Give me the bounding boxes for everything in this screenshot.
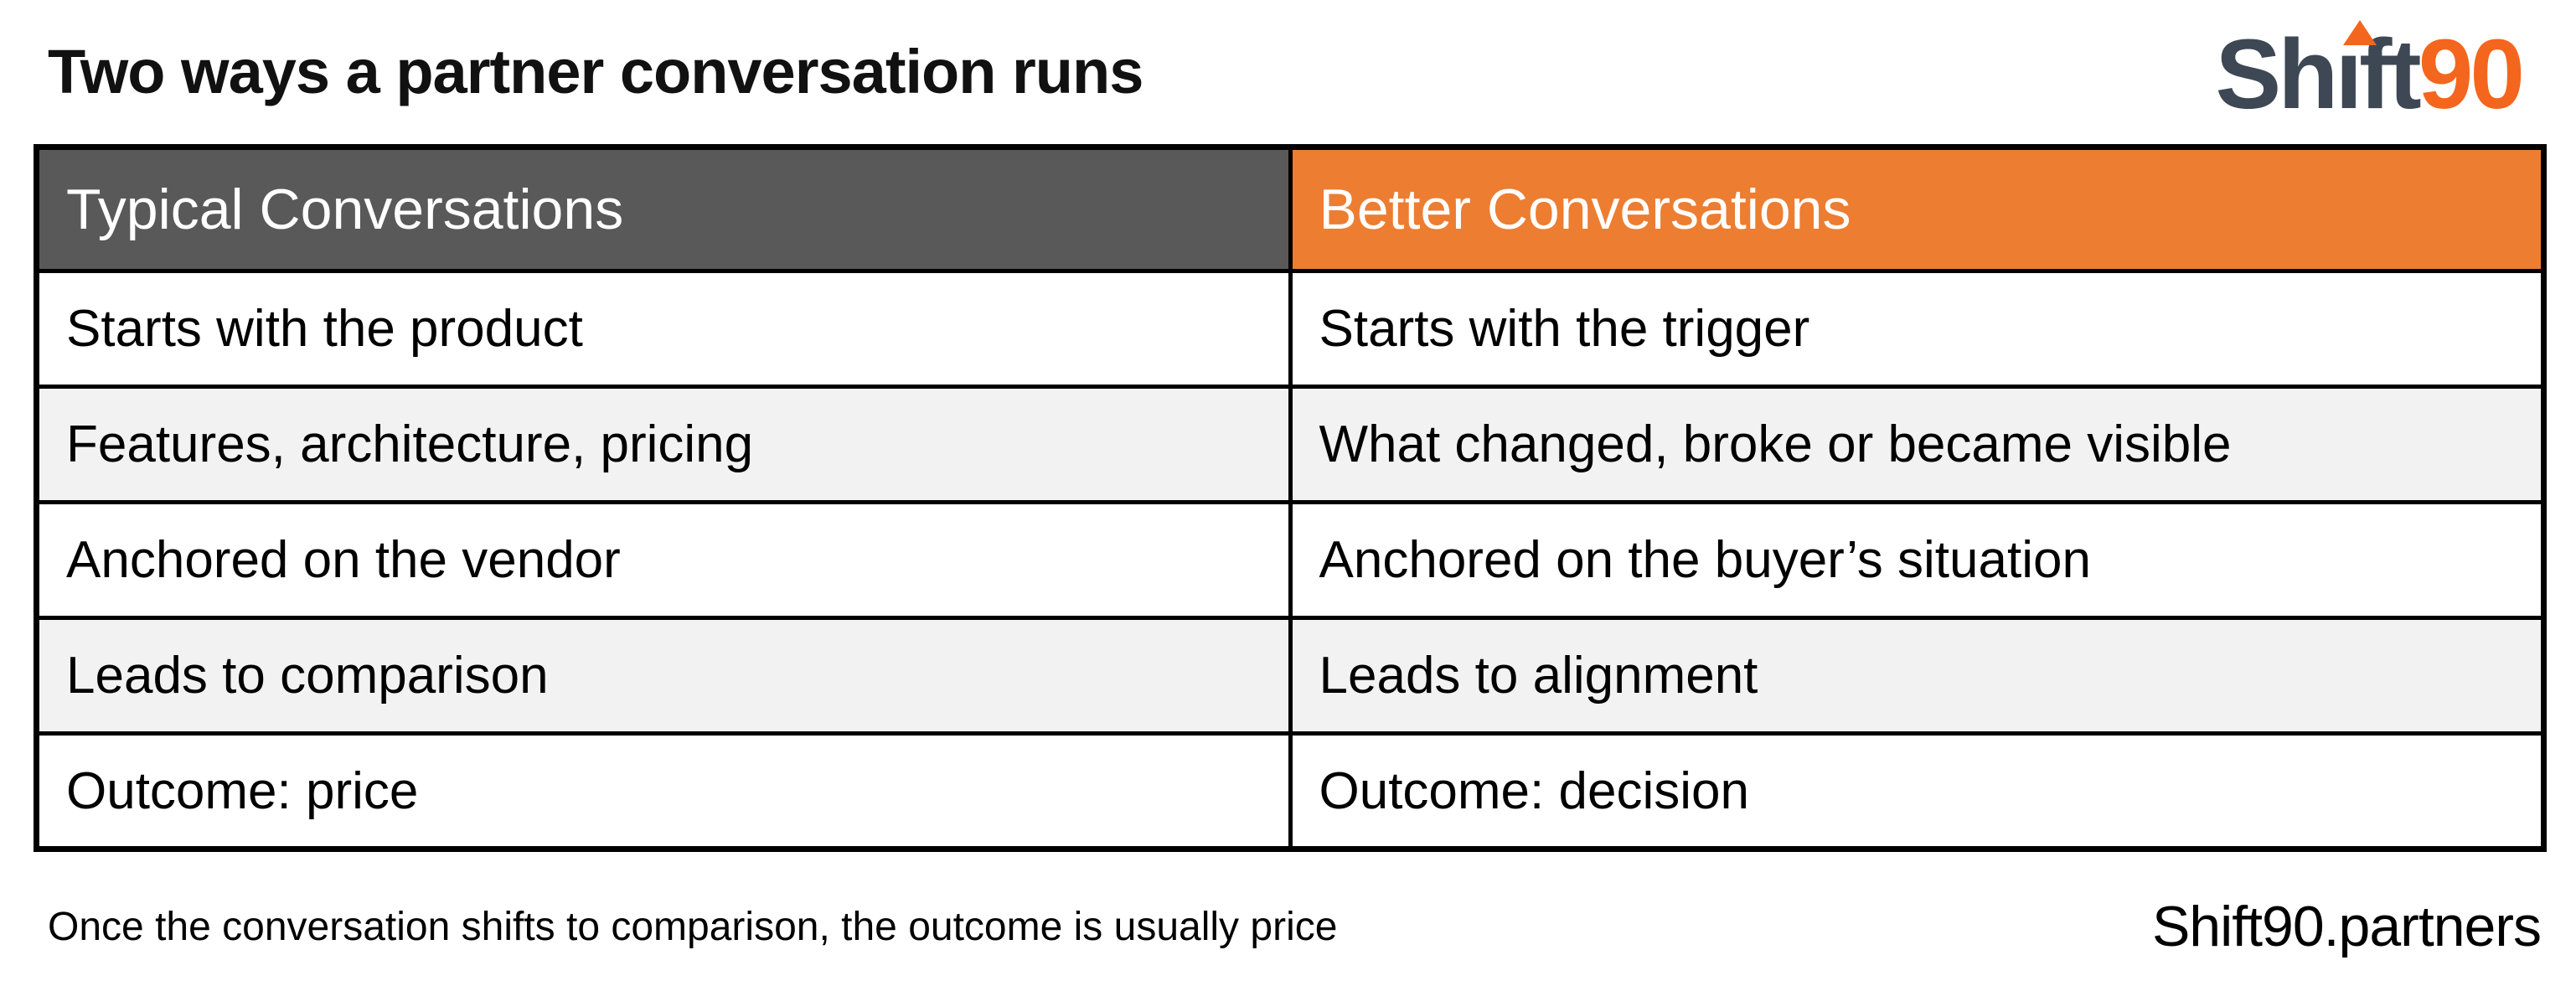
cell-better-5: Outcome: decision xyxy=(1288,731,2546,851)
header-better-conversations: Better Conversations xyxy=(1288,145,2546,273)
header-typical-conversations: Typical Conversations xyxy=(34,145,1293,273)
logo-triangle-icon xyxy=(2342,20,2377,45)
cell-typical-1: Starts with the product xyxy=(34,269,1293,389)
table-header-row: Typical Conversations Better Conversatio… xyxy=(34,145,2546,273)
cell-typical-4: Leads to comparison xyxy=(34,616,1293,736)
footnote: Once the conversation shifts to comparis… xyxy=(48,904,1338,949)
cell-better-4: Leads to alignment xyxy=(1288,616,2546,736)
table-row: Anchored on the vendor Anchored on the b… xyxy=(34,500,2546,620)
cell-better-1: Starts with the trigger xyxy=(1288,269,2546,389)
footer-bar: Once the conversation shifts to comparis… xyxy=(0,867,2576,986)
table-row: Leads to comparison Leads to alignment xyxy=(34,616,2546,736)
comparison-table: Typical Conversations Better Conversatio… xyxy=(34,144,2547,852)
cell-better-2: What changed, broke or became visible xyxy=(1288,385,2546,504)
shift90-logo: Shıft90 xyxy=(2216,20,2525,124)
cell-typical-3: Anchored on the vendor xyxy=(34,500,1293,620)
table-row: Features, architecture, pricing What cha… xyxy=(34,385,2546,504)
logo-text-90: 90 xyxy=(2418,19,2525,130)
header-bar: Two ways a partner conversation runs Shı… xyxy=(0,0,2576,144)
table-row: Starts with the product Starts with the … xyxy=(34,269,2546,389)
cell-typical-5: Outcome: price xyxy=(34,731,1293,851)
table-row: Outcome: price Outcome: decision xyxy=(34,731,2546,851)
cell-typical-2: Features, architecture, pricing xyxy=(34,385,1293,504)
page-title: Two ways a partner conversation runs xyxy=(48,37,1143,107)
site-name: Shift90.partners xyxy=(2151,895,2542,958)
logo-text-sh: Sh xyxy=(2215,19,2339,130)
cell-better-3: Anchored on the buyer’s situation xyxy=(1288,500,2546,620)
